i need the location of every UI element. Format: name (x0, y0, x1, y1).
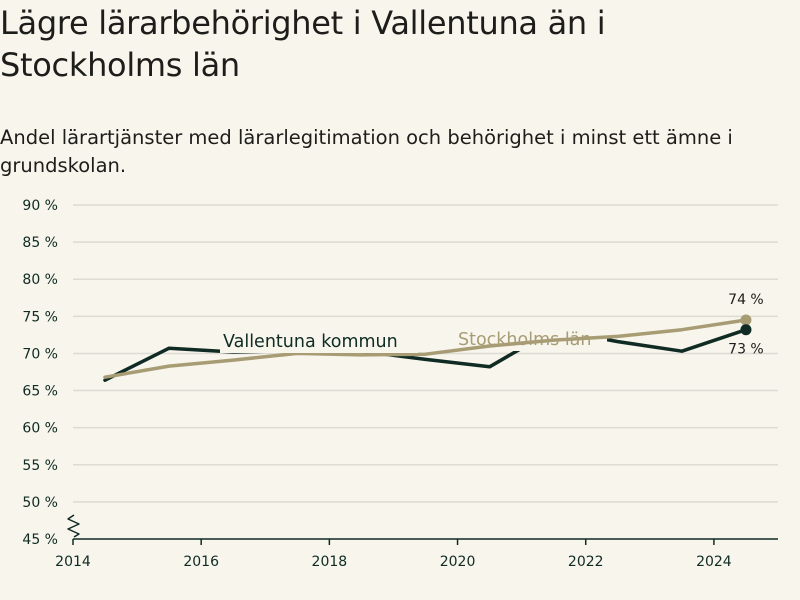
chart-subtitle: Andel lärartjänster med lärarlegitimatio… (0, 126, 733, 177)
x-tick-label: 2020 (440, 554, 476, 570)
y-tick-label: 85 % (22, 235, 58, 251)
y-tick-label: 80 % (22, 272, 58, 288)
label-background (220, 329, 418, 353)
x-tick-label: 2024 (696, 554, 732, 570)
x-tick-label: 2018 (312, 554, 348, 570)
series-line-stockholm (103, 318, 748, 379)
series-end-marker-stockholm (740, 314, 752, 326)
y-tick-label: 50 % (22, 495, 58, 511)
series-label-vallentuna: Vallentuna kommun (223, 332, 398, 352)
series-label-stockholm: Stockholms län (458, 330, 592, 350)
chart-title: Lägre lärarbehörighet i Vallentuna än i … (0, 4, 606, 84)
end-value-label-vallentuna: 73 % (728, 342, 764, 358)
x-tick-label: 2016 (183, 554, 219, 570)
y-tick-label: 65 % (22, 384, 58, 400)
x-axis-ticks: 2014 2016 2018 2020 2022 2024 (55, 539, 732, 570)
x-axis (67, 514, 778, 540)
y-tick-label: 90 % (22, 198, 58, 214)
series-labels: Vallentuna kommun Stockholms län 74 % 73 % (223, 292, 764, 358)
series-lines (103, 314, 752, 382)
axis-break-icon (67, 514, 80, 538)
y-tick-label: 45 % (22, 532, 58, 548)
x-tick-label: 2014 (55, 554, 91, 570)
y-tick-label: 70 % (22, 346, 58, 362)
y-tick-label: 60 % (22, 421, 58, 437)
series-end-marker-vallentuna (740, 324, 752, 336)
y-tick-label: 55 % (22, 458, 58, 474)
series-line-vallentuna (103, 327, 748, 382)
y-axis-ticks: 45 % 50 % 55 % 60 % 65 % 70 % 75 % 80 % 85 % 90 % (22, 198, 58, 548)
y-tick-label: 75 % (22, 309, 58, 325)
end-value-label-stockholm: 74 % (728, 292, 764, 308)
x-tick-label: 2022 (568, 554, 604, 570)
